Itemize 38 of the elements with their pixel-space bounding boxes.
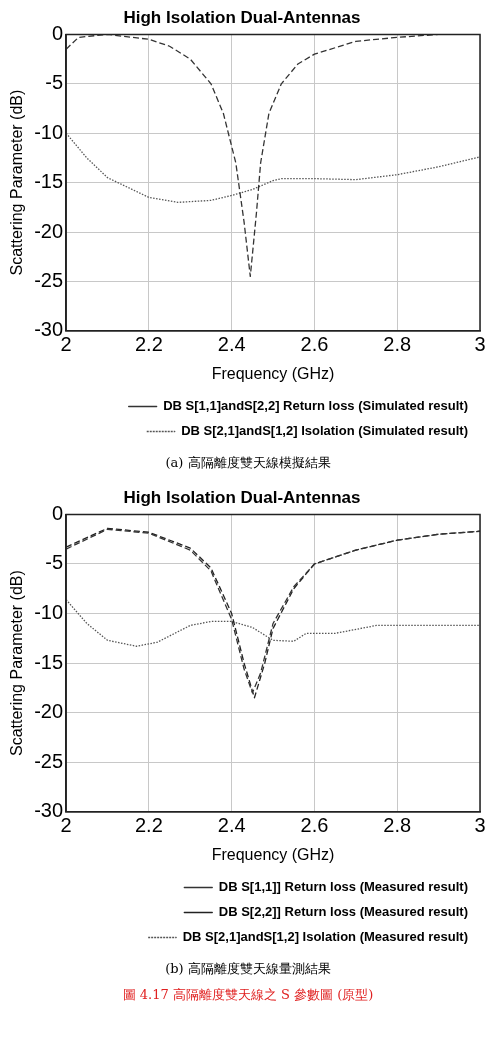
x-tick-label: 3 bbox=[474, 814, 486, 837]
y-tick-label: -5 bbox=[45, 551, 64, 574]
legend-label: DB S[1,1]] Return loss (Measured result) bbox=[218, 879, 468, 895]
x-axis-title: Frequency (GHz) bbox=[211, 364, 335, 382]
y-tick-label: -25 bbox=[34, 749, 64, 772]
text: (a) 高隔離度雙天線模擬結果 bbox=[164, 454, 332, 472]
y-tick-label: 0 bbox=[51, 21, 64, 44]
line-series bbox=[66, 599, 480, 647]
x-tick-label: 2.4 bbox=[217, 814, 246, 837]
y-axis-title: Scattering Parameter (dB) bbox=[8, 89, 26, 276]
chart-title: High Isolation Dual-Antennas bbox=[123, 7, 361, 27]
y-tick-label: -10 bbox=[34, 601, 64, 624]
caption: 圖 4.17 高隔離度雙天線之 S 參數圖 (原型) bbox=[121, 986, 375, 1004]
line-series bbox=[66, 132, 480, 204]
x-tick-label: 2.4 bbox=[217, 333, 246, 356]
y-tick-label: -5 bbox=[45, 71, 64, 94]
y-tick-label: -20 bbox=[34, 219, 64, 242]
x-tick-label: 2.6 bbox=[300, 333, 329, 356]
x-tick-label: 2.2 bbox=[134, 814, 163, 837]
y-tick-label: 0 bbox=[51, 501, 64, 524]
legend-label: DB S[2,1]andS[1,2] Isolation (Simulated result) bbox=[181, 423, 469, 439]
y-tick-label: -10 bbox=[34, 120, 64, 143]
x-tick-label: 2.6 bbox=[300, 814, 329, 837]
chart-title: High Isolation Dual-Antennas bbox=[123, 487, 361, 507]
y-axis-title: Scattering Parameter (dB) bbox=[8, 570, 26, 757]
x-axis-title: Frequency (GHz) bbox=[211, 845, 335, 863]
x-tick-label: 2.8 bbox=[383, 333, 412, 356]
x-tick-label: 2.2 bbox=[134, 333, 163, 356]
text: (b) 高隔離度雙天線量測結果 bbox=[164, 960, 332, 978]
x-tick-label: 2.8 bbox=[383, 814, 412, 837]
y-tick-label: -15 bbox=[34, 650, 64, 673]
y-tick-label: -15 bbox=[34, 170, 64, 193]
legend-label: DB S[2,1]andS[1,2] Isolation (Measured result) bbox=[182, 929, 469, 945]
y-tick-label: -20 bbox=[34, 700, 64, 723]
x-tick-label: 3 bbox=[474, 333, 486, 356]
y-tick-label: -25 bbox=[34, 268, 64, 291]
legend-label: DB S[2,2]] Return loss (Measured result) bbox=[218, 904, 468, 920]
legend-label: DB S[1,1]andS[2,2] Return loss (Simulated result) bbox=[163, 398, 469, 414]
